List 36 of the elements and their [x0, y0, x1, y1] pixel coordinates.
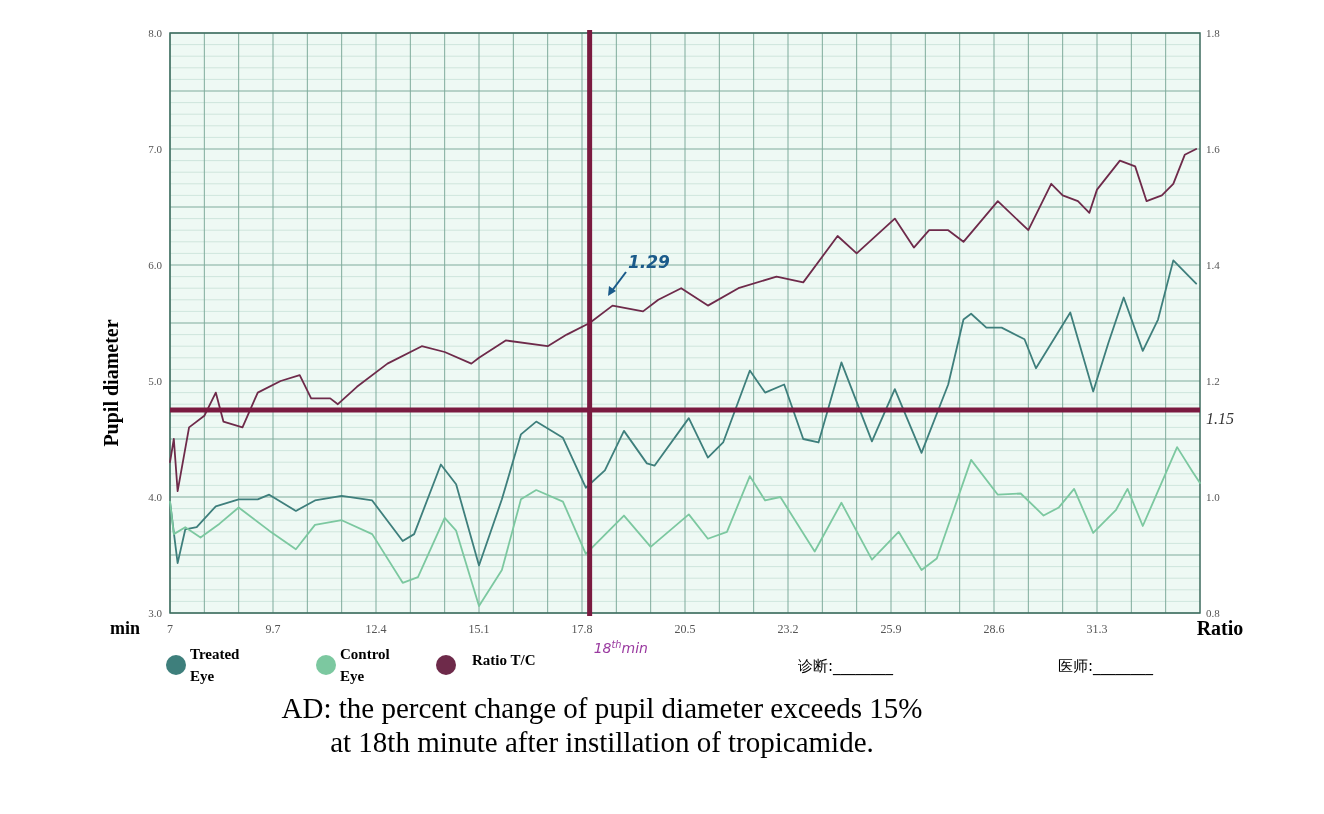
- y2-axis-title: Ratio: [1196, 617, 1244, 639]
- y2-tick-label: 1.8: [1206, 27, 1221, 39]
- text: AD: the percent change of pupil diameter exceeds 15% at 18th minute after instillation of tropicamide.: [281, 692, 923, 758]
- y2-tick-label: 1.2: [1206, 375, 1220, 387]
- x-tick-label: 23.2: [777, 622, 799, 636]
- x-tick-label: 31.3: [1086, 622, 1108, 636]
- legend-label: Ratio T/C: [472, 652, 536, 668]
- ref-line-label: 18$^{th}$min: [593, 638, 648, 656]
- line-series: [169, 148, 1198, 493]
- y-tick-label: 4.0: [148, 491, 163, 503]
- x-tick-label: 9.7: [265, 622, 281, 636]
- ref-line-label: 1.15: [1206, 410, 1234, 427]
- x-tick-label: 7: [167, 622, 173, 636]
- y-tick-label: 8.0: [148, 27, 163, 39]
- text: 医师:________: [1058, 657, 1154, 676]
- y-axis-title: Pupil diameter: [100, 319, 123, 447]
- y2-tick-label: 0.8: [1206, 607, 1221, 619]
- line-series: [169, 446, 1201, 607]
- annotation: 1.29: [628, 252, 671, 272]
- y2-tick-label: 1.4: [1206, 259, 1221, 271]
- y2-tick-label: 1.0: [1206, 491, 1221, 503]
- legend-label: Treated Eye: [190, 646, 241, 684]
- y-tick-label: 5.0: [148, 375, 163, 387]
- x-tick-label: 20.5: [674, 622, 696, 636]
- y2-tick-label: 1.6: [1206, 143, 1221, 155]
- x-tick-label: 28.6: [983, 622, 1005, 636]
- y-tick-label: 7.0: [148, 143, 163, 155]
- text: 诊断:________: [798, 657, 894, 676]
- y-tick-label: 3.0: [148, 607, 163, 619]
- x-tick-label: 25.9: [880, 622, 902, 636]
- y-tick-label: 6.0: [148, 259, 163, 271]
- x-tick-label: 17.8: [571, 622, 593, 636]
- x-tick-label: 12.4: [365, 622, 387, 636]
- x-tick-label: 15.1: [468, 622, 490, 636]
- x-axis-title: min: [109, 618, 140, 638]
- legend-label: Control Eye: [340, 646, 390, 684]
